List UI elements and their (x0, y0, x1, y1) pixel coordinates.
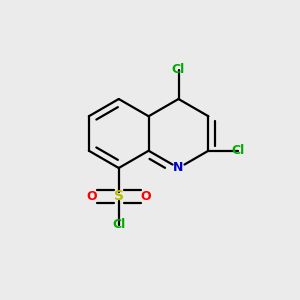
Text: Cl: Cl (112, 218, 125, 231)
Text: Cl: Cl (172, 63, 185, 76)
Text: S: S (114, 189, 124, 203)
Text: O: O (86, 190, 97, 203)
Text: Cl: Cl (231, 144, 244, 157)
Text: N: N (173, 161, 184, 175)
Text: O: O (140, 190, 151, 203)
